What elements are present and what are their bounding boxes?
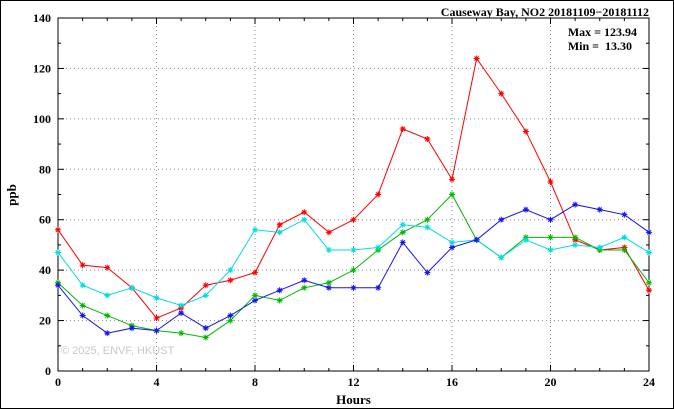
series-line-series-red xyxy=(57,57,650,319)
y-tick-label: 100 xyxy=(33,112,51,126)
y-tick-label: 140 xyxy=(33,11,51,25)
stat-min: Min = 13.30 xyxy=(567,39,632,53)
y-axis-label: ppb xyxy=(4,184,19,206)
plot-frame xyxy=(57,17,650,372)
y-tick-label: 0 xyxy=(45,364,51,378)
y-tick-label: 60 xyxy=(39,213,51,227)
x-tick-label: 20 xyxy=(545,375,557,389)
stat-max: Max = 123.94 xyxy=(567,25,637,39)
series-line-series-green xyxy=(57,193,650,338)
chart-title: Causeway Bay, NO2 20181109−20181112 xyxy=(440,5,649,19)
watermark: © 2025, ENVF, HKUST xyxy=(61,345,175,357)
y-tick-label: 120 xyxy=(33,61,51,75)
x-tick-label: 8 xyxy=(252,375,258,389)
data-point-markers-series-red xyxy=(55,55,652,322)
x-tick-label: 24 xyxy=(643,375,655,389)
data-point-markers-series-cyan xyxy=(55,216,652,309)
x-tick-label: 0 xyxy=(55,375,61,389)
stats-box: Max = 123.94 Min = 13.30 xyxy=(568,25,637,53)
y-tick-label: 80 xyxy=(39,162,51,176)
y-tick-label: 20 xyxy=(39,314,51,328)
x-tick-label: 4 xyxy=(154,375,160,389)
x-axis-label: Hours xyxy=(336,392,371,407)
x-tick-label: 12 xyxy=(348,375,360,389)
y-tick-label: 40 xyxy=(39,263,51,277)
data-point-markers-series-blue xyxy=(55,201,652,337)
x-tick-label: 16 xyxy=(446,375,458,389)
